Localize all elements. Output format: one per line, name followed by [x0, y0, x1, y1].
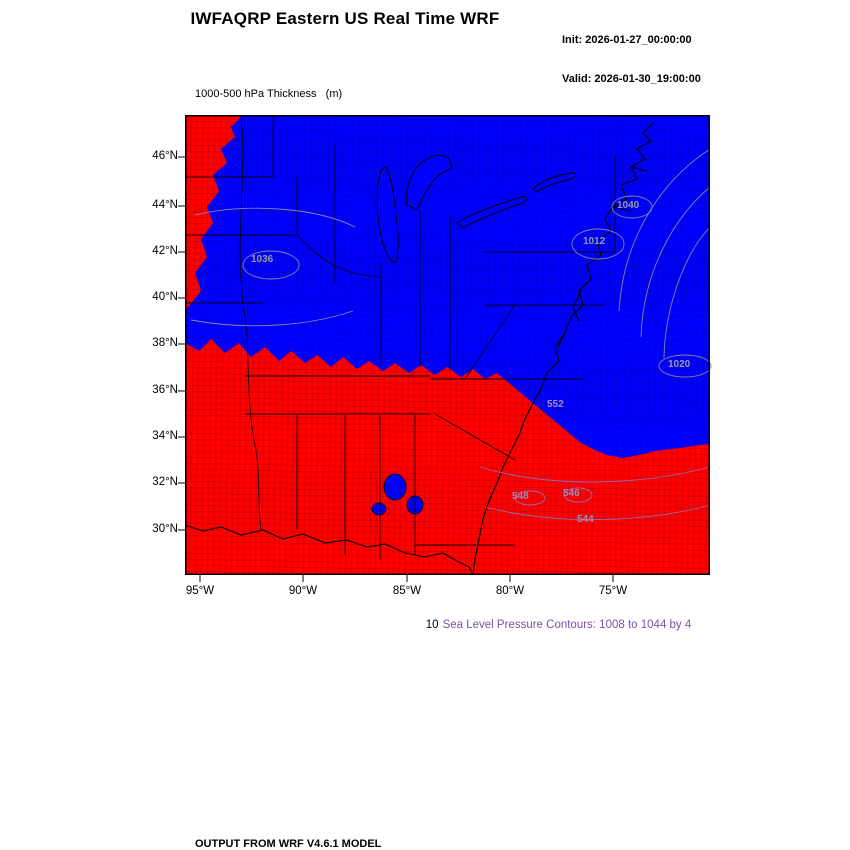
- lat-axis-label: 30°N: [152, 523, 178, 535]
- lon-axis-label: 80°W: [495, 585, 525, 597]
- map-area: 1036 1040 1012 1020 552 548 546 544: [178, 114, 712, 582]
- model-version-line: OUTPUT FROM WRF V4.6.1 MODEL: [195, 838, 382, 850]
- lat-axis-label: 44°N: [152, 199, 178, 211]
- lat-axis-label: 46°N: [152, 150, 178, 162]
- contour-label: 548: [512, 491, 529, 502]
- map-svg: [178, 114, 712, 582]
- model-footer: OUTPUT FROM WRF V4.6.1 MODEL WE = 310 ; …: [195, 812, 644, 850]
- caption-overlap-text: 10: [425, 619, 439, 631]
- slp-contours: [190, 148, 712, 378]
- contour-label: 546: [563, 488, 580, 499]
- slp-contour-range-caption: Sea Level Pressure Contours: 1008 to 104…: [442, 619, 692, 631]
- state-boundaries: [185, 114, 616, 560]
- legend-line-thickness-1: 1000-500 hPa Thickness (m): [195, 88, 343, 100]
- map-border: [185, 115, 710, 575]
- page-title: IWFAQRP Eastern US Real Time WRF: [190, 9, 500, 28]
- lon-axis-label: 95°W: [185, 585, 215, 597]
- run-info: Init: 2026-01-27_00:00:00 Valid: 2026-01…: [562, 8, 701, 112]
- great-lakes: [376, 154, 576, 264]
- init-time: Init: 2026-01-27_00:00:00: [562, 34, 692, 46]
- contour-label: 1020: [668, 359, 691, 370]
- thickness-contours: [479, 466, 711, 520]
- axis-ticks: [178, 156, 614, 582]
- valid-time: Valid: 2026-01-30_19:00:00: [562, 73, 701, 85]
- contour-label: 1036: [251, 254, 274, 265]
- contour-label: 544: [577, 514, 594, 525]
- contour-label: 1040: [617, 200, 640, 211]
- county-boundaries-texture: [185, 115, 710, 575]
- lat-axis-label: 32°N: [152, 476, 178, 488]
- lat-axis-label: 42°N: [152, 245, 178, 257]
- contour-caption: 10 Sea Level Pressure Contours: 1008 to 1…: [413, 607, 691, 643]
- lon-axis-label: 90°W: [288, 585, 318, 597]
- contour-label: 552: [547, 399, 564, 410]
- lat-axis-label: 38°N: [152, 337, 178, 349]
- lat-axis-label: 34°N: [152, 430, 178, 442]
- lon-axis-label: 75°W: [598, 585, 628, 597]
- lon-axis-label: 85°W: [392, 585, 422, 597]
- contour-label: 1012: [583, 236, 606, 247]
- lat-axis-label: 36°N: [152, 384, 178, 396]
- lat-axis-label: 40°N: [152, 291, 178, 303]
